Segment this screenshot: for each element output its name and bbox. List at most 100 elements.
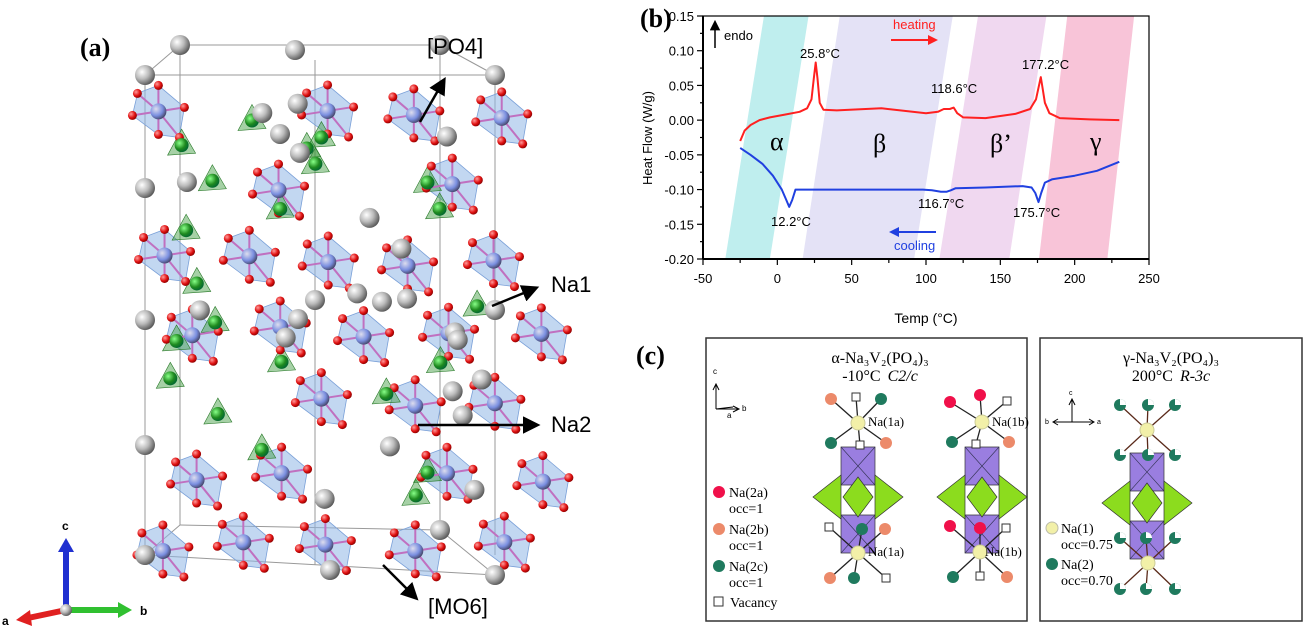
oxygen-atom xyxy=(248,189,258,199)
peak-label-177-2: 177.2°C xyxy=(1022,57,1069,72)
sodium-atom xyxy=(305,290,325,310)
oxygen-atom xyxy=(410,520,420,530)
oxygen-atom xyxy=(298,494,308,504)
oxygen-atom xyxy=(538,451,548,461)
vacancy-marker xyxy=(851,392,861,402)
metal-atom xyxy=(444,176,461,193)
oxygen-atom xyxy=(297,261,307,271)
legend-na1-occ: occ=0.75 xyxy=(1061,538,1113,553)
phosphorus-atom xyxy=(314,130,329,145)
oxygen-atom xyxy=(421,450,431,460)
oxygen-atom xyxy=(517,459,527,469)
sodium-atom xyxy=(176,171,197,192)
octahedron-edges xyxy=(1129,452,1165,492)
na2-atom xyxy=(824,572,836,584)
oxygen-atom xyxy=(538,500,548,510)
sodium-atom xyxy=(442,381,463,402)
na2-atom xyxy=(944,520,956,532)
peak-label-25-8: 25.8°C xyxy=(800,46,840,61)
phosphorus-atom xyxy=(210,407,225,422)
phosphorus-atom xyxy=(433,355,448,370)
peak-label-175-7: 175.7°C xyxy=(1013,205,1060,220)
oxygen-atom xyxy=(294,544,304,554)
phosphorus-atom xyxy=(189,276,204,291)
po4-arrow xyxy=(418,76,446,123)
oxygen-atom xyxy=(488,279,498,289)
po4-tetrahedron xyxy=(812,474,842,520)
oxygen-atom xyxy=(525,533,535,543)
heating-label: heating xyxy=(893,17,936,32)
oxygen-atom xyxy=(473,541,483,551)
phase-bands xyxy=(725,16,1135,259)
gamma-structure-box xyxy=(1039,337,1303,622)
alpha-axes-arrows xyxy=(712,382,741,413)
metal-atom xyxy=(407,542,424,559)
oxygen-atom xyxy=(295,376,305,386)
oxygen-atom xyxy=(166,312,176,322)
na2-atom xyxy=(848,572,860,584)
metal-atom xyxy=(313,390,330,407)
oxygen-atom xyxy=(559,503,569,513)
oxygen-atom xyxy=(192,498,202,508)
oxygen-atom xyxy=(444,302,454,312)
sodium-atom xyxy=(135,178,155,198)
oxygen-atom xyxy=(342,390,352,400)
sodium-atom xyxy=(464,479,485,500)
po4-tetrahedron xyxy=(874,474,904,520)
oxygen-atom xyxy=(476,95,486,105)
phosphorus-atom xyxy=(408,488,423,503)
peak-label-12-2: 12.2°C xyxy=(771,214,811,229)
na-site-structures xyxy=(812,389,1193,595)
oxygen-atom xyxy=(238,511,248,521)
oxygen-atom xyxy=(409,84,419,94)
sodium-atom xyxy=(485,65,505,85)
oxygen-atom xyxy=(470,324,480,334)
site-na1a-bottom: Na(1a) xyxy=(868,544,904,559)
oxygen-atom xyxy=(171,457,181,467)
oxygen-atom xyxy=(436,397,446,407)
octahedron-edges xyxy=(964,446,1000,486)
phase-band xyxy=(802,16,953,259)
legend-na2b-occ: occ=1 xyxy=(729,539,763,554)
vacancy-marker xyxy=(824,522,834,532)
alpha-temp: -10°C xyxy=(842,368,880,385)
sodium-atom xyxy=(379,436,400,457)
oxygen-atom xyxy=(471,117,481,127)
oxygen-atom xyxy=(523,109,533,119)
metal-atom xyxy=(485,252,502,269)
oxygen-atom xyxy=(410,375,420,385)
metal-atom xyxy=(486,395,503,412)
oxygen-atom xyxy=(388,92,398,102)
po4-tetrahedron xyxy=(936,474,966,520)
y-tick-label: -0.15 xyxy=(664,217,694,232)
oxygen-atom xyxy=(509,282,519,292)
partial-occupancy xyxy=(1148,449,1154,455)
oxygen-atom xyxy=(468,205,478,215)
legend-na2c-label: Na(2c) xyxy=(729,560,768,575)
oxygen-atom xyxy=(562,325,572,335)
legend-vacancy-marker xyxy=(713,596,724,607)
mo6-label: [MO6] xyxy=(428,594,488,619)
na2-atom xyxy=(1003,436,1015,448)
sodium-atom xyxy=(288,308,309,329)
na1-label: Na1 xyxy=(551,272,591,297)
gamma-axes-arrows xyxy=(1052,397,1095,426)
oxygen-atom xyxy=(300,181,310,191)
phase-band xyxy=(1038,16,1135,259)
oxygen-atom xyxy=(320,514,330,524)
oxygen-atom xyxy=(270,247,280,257)
legend-na1-label: Na(1) xyxy=(1061,522,1094,537)
y-tick-label: 0.10 xyxy=(669,44,694,59)
na1-atom xyxy=(850,415,866,431)
legend-na2a-occ: occ=1 xyxy=(729,502,763,517)
oxygen-atom xyxy=(536,352,546,362)
oxygen-atom xyxy=(384,405,394,415)
x-tick-label: 250 xyxy=(1138,271,1160,286)
heating-curve xyxy=(739,61,1120,142)
phase-band xyxy=(939,16,1047,259)
sodium-atom xyxy=(189,300,210,321)
oxygen-atom xyxy=(244,225,254,235)
oxygen-atom xyxy=(499,560,509,570)
oxygen-atom xyxy=(264,533,274,543)
metal-atom xyxy=(156,247,173,264)
